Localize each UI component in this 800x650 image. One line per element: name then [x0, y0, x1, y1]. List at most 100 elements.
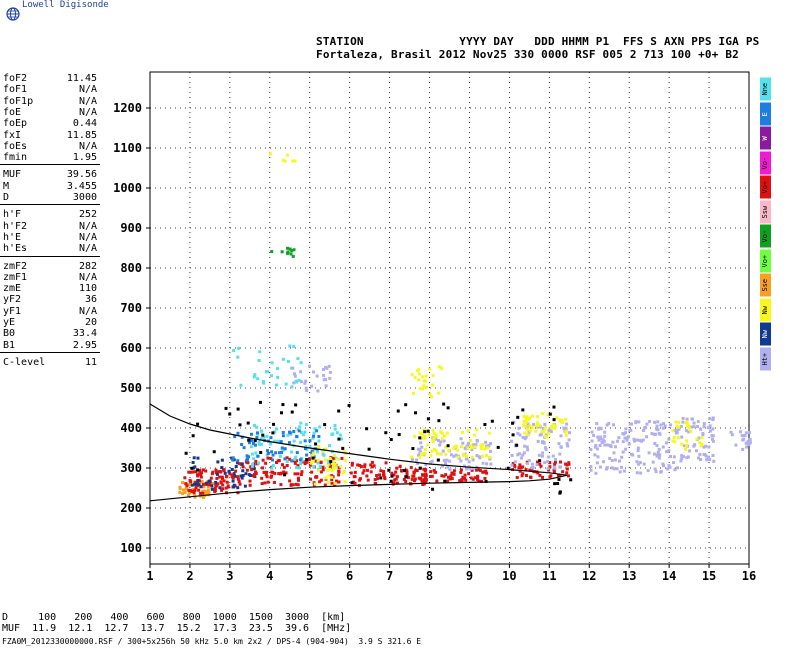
echo-point	[218, 475, 222, 479]
echo-point	[297, 466, 301, 470]
echo-point	[488, 455, 492, 459]
echo-point	[429, 470, 433, 474]
echo-point	[247, 455, 251, 459]
echo-point	[249, 465, 253, 469]
echo-point	[536, 425, 540, 429]
echo-point	[558, 474, 562, 478]
echo-point	[280, 463, 284, 467]
echo-point	[449, 474, 453, 478]
echo-point	[706, 426, 710, 430]
echo-point	[526, 422, 530, 426]
echo-point	[553, 424, 557, 428]
echo-point	[568, 431, 572, 435]
echo-point	[190, 489, 194, 493]
echo-point	[543, 461, 547, 465]
echo-point	[433, 470, 437, 474]
echo-point	[623, 431, 627, 435]
echo-point	[410, 477, 414, 481]
echo-point	[708, 417, 712, 421]
echo-point	[323, 377, 327, 381]
echo-point	[473, 433, 477, 437]
echo-point	[296, 483, 300, 487]
echo-point	[240, 476, 244, 480]
echo-point	[289, 483, 293, 487]
param-row: C-level 11	[3, 357, 97, 369]
echo-point	[232, 472, 236, 476]
echo-point	[350, 481, 354, 485]
echo-point	[286, 251, 290, 255]
echo-point	[677, 420, 681, 424]
echo-point	[589, 468, 593, 472]
echo-point	[262, 435, 266, 439]
echo-point	[446, 406, 450, 410]
echo-point	[369, 470, 373, 474]
echo-point	[440, 366, 444, 370]
echo-point	[541, 451, 545, 455]
echo-point	[200, 471, 204, 475]
echo-point	[383, 477, 387, 481]
echo-point	[339, 437, 343, 441]
echo-point	[318, 464, 322, 468]
echo-point	[269, 442, 273, 446]
echo-point	[285, 460, 289, 464]
y-tick-label: 900	[120, 221, 142, 235]
echo-point	[290, 385, 294, 389]
echo-point	[337, 466, 341, 470]
echo-point	[342, 469, 346, 473]
param-separator	[0, 164, 100, 166]
echo-point	[311, 458, 315, 462]
echo-point	[349, 471, 353, 475]
echo-point	[469, 476, 473, 480]
param-value: 11	[84, 356, 97, 368]
echo-point	[315, 475, 319, 479]
param-name: zmE	[3, 283, 22, 295]
echo-point	[321, 368, 325, 372]
echo-point	[292, 439, 296, 443]
echo-point	[565, 442, 569, 446]
echo-point	[431, 440, 435, 444]
echo-point	[317, 439, 321, 443]
echo-point	[743, 434, 747, 438]
y-tick-label: 1100	[113, 141, 142, 155]
echo-point	[245, 454, 249, 458]
echo-point	[252, 439, 256, 443]
echo-point	[546, 413, 550, 417]
echo-point	[201, 482, 205, 486]
param-value: 11.45	[66, 73, 97, 84]
param-value: 0.44	[72, 118, 97, 130]
echo-point	[188, 491, 192, 495]
echo-point	[330, 478, 334, 482]
echo-point	[308, 457, 312, 461]
y-tick-label: 200	[120, 501, 142, 515]
echo-point	[271, 431, 275, 435]
ionogram-chart: 1 2 3 4 5 6 7 8 9 10 11 12 13 14 15 1610020030040050060…	[113, 71, 756, 583]
echo-point	[741, 447, 745, 451]
param-value: 3000	[72, 192, 97, 203]
echo-point	[328, 467, 332, 471]
echo-point	[281, 434, 285, 438]
x-tick-label: 13	[622, 569, 636, 583]
echo-point	[220, 466, 224, 470]
echo-point	[448, 477, 452, 481]
echo-point	[343, 480, 347, 484]
echo-point	[190, 466, 194, 470]
echo-point	[283, 473, 287, 477]
echo-point	[615, 467, 619, 471]
echo-point	[565, 471, 569, 475]
echo-point	[189, 480, 193, 484]
echo-point	[410, 373, 414, 377]
param-row: h'F2 N/A	[3, 221, 97, 233]
echo-point	[529, 475, 533, 479]
echo-point	[421, 483, 425, 487]
echo-point	[622, 432, 626, 436]
echo-point	[481, 470, 485, 474]
echo-point	[333, 424, 337, 428]
echo-point	[238, 482, 242, 486]
echo-point	[330, 469, 334, 473]
param-value: N/A	[78, 243, 97, 255]
echo-point	[310, 459, 314, 463]
echo-point	[273, 471, 277, 475]
echo-point	[358, 478, 362, 482]
echo-point	[553, 466, 557, 470]
echo-point	[557, 442, 561, 446]
